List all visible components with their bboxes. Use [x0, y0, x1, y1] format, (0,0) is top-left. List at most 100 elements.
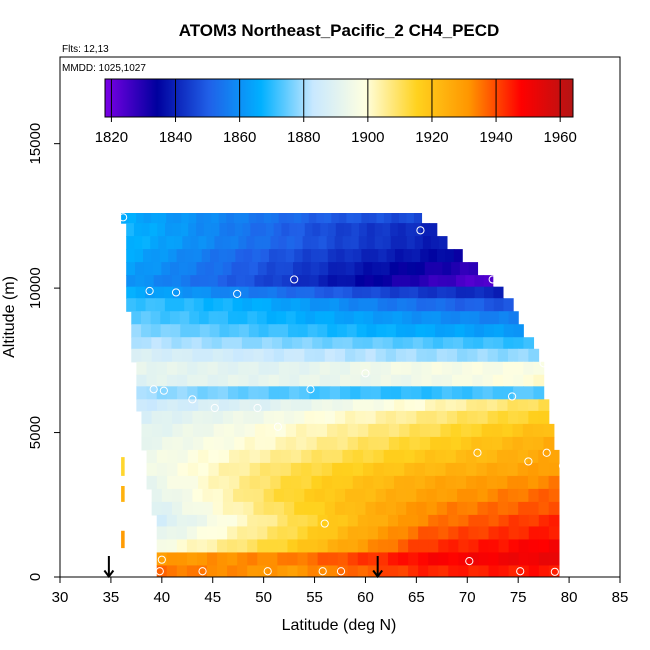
heatmap-cell	[229, 449, 240, 464]
heatmap-cell	[248, 374, 260, 387]
heatmap-cell	[405, 223, 415, 237]
heatmap-cell	[387, 565, 399, 577]
heatmap-cell	[166, 361, 178, 376]
heatmap-cell	[271, 298, 282, 312]
heatmap-cell	[166, 526, 178, 541]
heatmap-cell	[202, 501, 214, 516]
heatmap-cell	[444, 324, 456, 338]
heatmap-cell	[191, 337, 203, 350]
x-tick-label: 80	[561, 589, 578, 606]
heatmap-cell	[243, 488, 255, 503]
sample-point	[465, 557, 474, 566]
heatmap-cell	[442, 337, 454, 350]
heatmap-cell	[208, 275, 219, 288]
heatmap-cell	[377, 298, 388, 312]
heatmap-cell	[456, 275, 466, 288]
heatmap-cell	[332, 337, 344, 350]
heatmap-cell	[446, 501, 458, 516]
heatmap-cell	[219, 223, 228, 237]
heatmap-cell	[493, 298, 505, 312]
heatmap-cell	[538, 539, 550, 554]
heatmap-cell	[375, 488, 387, 503]
heatmap-cell	[273, 488, 285, 503]
heatmap-cell	[166, 565, 178, 577]
heatmap-cell	[484, 324, 495, 338]
heatmap-cell	[238, 361, 249, 376]
heatmap-cell	[231, 337, 243, 350]
heatmap-cell	[523, 386, 535, 400]
heatmap-cell	[267, 552, 278, 567]
heatmap-cell	[149, 223, 158, 237]
sample-point	[119, 213, 128, 222]
heatmap-cell	[358, 298, 369, 312]
heatmap-cell	[146, 386, 158, 400]
heatmap-cell	[416, 488, 428, 503]
heatmap-cell	[141, 423, 153, 438]
heatmap-cell	[455, 399, 467, 412]
x-tick-label: 50	[255, 589, 272, 606]
heatmap-cell	[326, 236, 336, 250]
heatmap-cell	[523, 361, 535, 376]
heatmap-cell	[359, 223, 368, 237]
heatmap-cell	[352, 449, 364, 464]
heatmap-cell	[268, 324, 279, 338]
heatmap-cell	[517, 475, 529, 490]
colorbar-tick-label: 1940	[479, 129, 512, 146]
heatmap-cell	[409, 423, 421, 438]
heatmap-cell	[239, 475, 251, 490]
heatmap-cell	[441, 386, 453, 400]
heatmap-cell	[414, 399, 426, 412]
heatmap-edge-cells	[121, 457, 125, 549]
heatmap-cell	[315, 311, 326, 325]
heatmap-cell	[497, 462, 508, 477]
heatmap-cell	[370, 374, 382, 387]
heatmap-cell	[329, 298, 340, 312]
flights-annotation: Flts: 12,13	[62, 44, 109, 55]
heatmap-cell	[493, 324, 505, 338]
heatmap-cell	[355, 275, 366, 288]
colorbar-ticks: 1820 1840 1860 1880 1900 1920 1940 1960	[95, 79, 577, 146]
heatmap-cell	[454, 324, 466, 338]
heatmap-cell	[346, 213, 355, 224]
heatmap-cell	[196, 539, 208, 554]
heatmap-cell	[167, 449, 179, 464]
heatmap-cell	[450, 311, 461, 325]
x-tick-label: 65	[408, 589, 425, 606]
heatmap-cell	[527, 449, 539, 464]
heatmap-cell	[453, 337, 464, 350]
sample-point	[488, 275, 497, 284]
heatmap-cell	[121, 213, 130, 224]
heatmap-cell	[328, 223, 337, 237]
heatmap-cell	[227, 539, 238, 554]
heatmap-cell	[196, 526, 208, 541]
heatmap-cell	[168, 249, 178, 263]
heatmap-cell	[360, 361, 372, 376]
heatmap-cell	[257, 514, 268, 528]
heatmap-cell	[208, 462, 220, 477]
heatmap-cell	[477, 348, 489, 363]
heatmap-cell	[218, 475, 230, 490]
heatmap-cell	[380, 361, 392, 376]
heatmap-cell	[307, 565, 319, 577]
heatmap-cell	[352, 399, 364, 412]
heatmap-cell	[227, 526, 238, 541]
heatmap-cell	[299, 361, 311, 376]
heatmap-cell	[278, 361, 290, 376]
heatmap-cell	[548, 501, 560, 516]
heatmap-cell	[367, 526, 379, 541]
heatmap-cell	[310, 262, 320, 276]
heatmap-cell	[146, 449, 158, 464]
heatmap-cell	[248, 386, 260, 400]
heatmap-cell	[438, 526, 449, 541]
heatmap-cell	[487, 488, 499, 503]
heatmap-cell	[278, 213, 287, 224]
heatmap-cell	[233, 213, 242, 224]
heatmap-cell	[186, 526, 198, 541]
heatmap-cell	[156, 361, 168, 376]
heatmap-cell	[363, 262, 373, 276]
heatmap-cell	[528, 526, 540, 541]
heatmap-cell	[278, 236, 288, 250]
heatmap-cell	[227, 223, 236, 237]
heatmap-cell	[352, 286, 363, 299]
heatmap-cell	[390, 223, 399, 237]
